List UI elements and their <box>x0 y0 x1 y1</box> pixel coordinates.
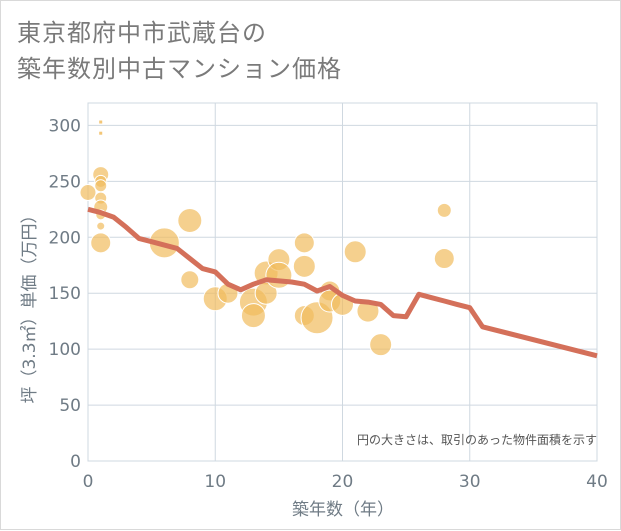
x-tick-label: 30 <box>459 472 481 492</box>
x-tick-label: 10 <box>204 472 226 492</box>
bubble-point <box>90 232 112 254</box>
y-tick-label: 100 <box>49 340 81 360</box>
chart-title-line-2: 築年数別中古マンション価格 <box>17 55 342 83</box>
bubble-point <box>433 248 455 270</box>
bubble-point <box>436 202 452 218</box>
bubble-point <box>343 240 367 264</box>
average-line-series <box>87 206 598 359</box>
chart-title-line-1: 東京都府中市武蔵台の <box>17 19 267 47</box>
bubble-point <box>99 120 103 124</box>
y-tick-label: 50 <box>59 396 81 416</box>
bubble-point <box>79 184 97 201</box>
bubble-point <box>240 303 266 329</box>
x-tick-label: 20 <box>332 472 354 492</box>
bubble-point <box>99 131 103 135</box>
x-axis-title: 築年数（年） <box>292 500 394 520</box>
y-axis-title: 坪（3.3㎡）単価（万円） <box>20 206 40 403</box>
bubble-size-note: 円の大きさは、取引のあった物件面積を示す <box>357 432 597 447</box>
average-price-line <box>87 206 598 359</box>
x-tick-label: 0 <box>83 472 94 492</box>
y-tick-label: 0 <box>70 452 81 472</box>
bubble-point <box>96 221 106 231</box>
y-tick-label: 150 <box>49 284 81 304</box>
bubble-point <box>265 261 293 289</box>
y-tick-label: 300 <box>49 116 81 136</box>
bubble-point <box>292 254 316 278</box>
grid-lines <box>87 102 598 462</box>
x-axis-ticks: 0 10 20 30 40 <box>83 472 608 492</box>
bubble-point <box>94 179 108 193</box>
bubble-point <box>180 270 200 290</box>
x-tick-label: 40 <box>586 472 608 492</box>
y-axis-ticks: 0 50 100 150 200 250 300 <box>49 116 81 472</box>
bubble-point <box>177 207 203 233</box>
y-tick-label: 250 <box>49 172 81 192</box>
y-tick-label: 200 <box>49 228 81 248</box>
chart-title: 東京都府中市武蔵台の 築年数別中古マンション価格 <box>17 15 342 87</box>
bubble-point <box>369 333 393 357</box>
bubble-point <box>293 232 315 254</box>
